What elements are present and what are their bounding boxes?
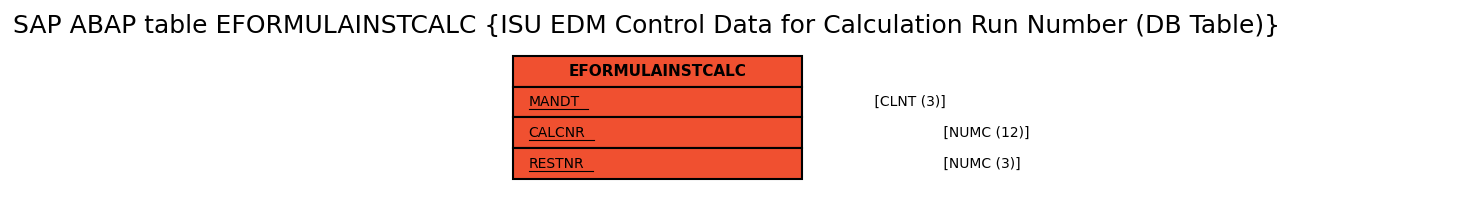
Bar (513, 148, 802, 179)
Bar (513, 117, 802, 148)
Text: RESTNR: RESTNR (529, 157, 584, 171)
Text: EFORMULAINSTCALC: EFORMULAINSTCALC (568, 64, 747, 79)
Text: [NUMC (3)]: [NUMC (3)] (939, 157, 1020, 171)
Text: [CLNT (3)]: [CLNT (3)] (871, 95, 947, 109)
Text: CALCNR: CALCNR (529, 126, 586, 140)
Bar (513, 56, 802, 87)
Bar (513, 87, 802, 117)
Text: SAP ABAP table EFORMULAINSTCALC {ISU EDM Control Data for Calculation Run Number: SAP ABAP table EFORMULAINSTCALC {ISU EDM… (13, 14, 1280, 38)
Text: MANDT: MANDT (529, 95, 580, 109)
Text: [NUMC (12)]: [NUMC (12)] (939, 126, 1030, 140)
